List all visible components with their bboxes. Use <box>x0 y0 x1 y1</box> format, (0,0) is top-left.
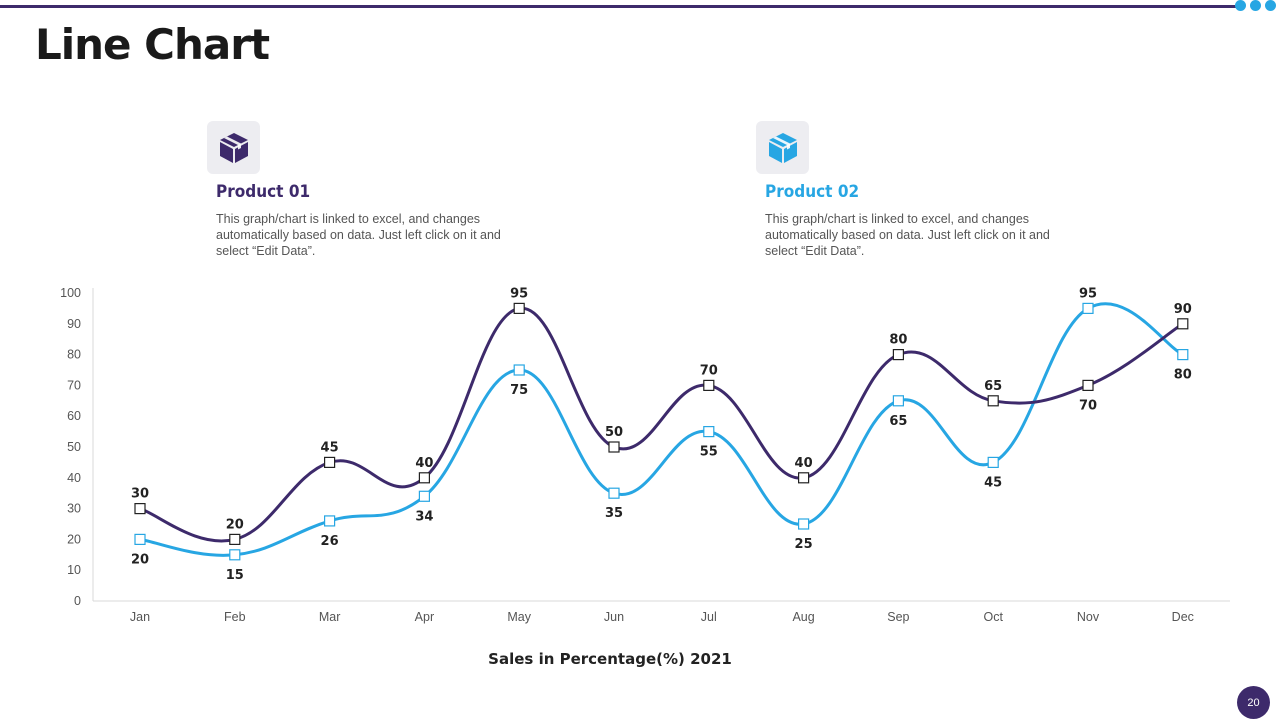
data-label-product-01: 90 <box>1174 302 1192 317</box>
dot-icon <box>1265 0 1276 11</box>
data-label-product-01: 30 <box>131 487 149 502</box>
data-label-product-02: 20 <box>131 552 149 567</box>
dot-icon <box>1250 0 1261 11</box>
line-chart: 0 10 20 30 40 50 60 70 80 90 100 Jan Feb Mar Apr May Jun… <box>60 286 1230 624</box>
x-tick-label: May <box>507 610 531 624</box>
data-point-product-01 <box>1177 318 1189 330</box>
data-label-product-02: 55 <box>700 445 718 460</box>
data-label-product-01: 80 <box>889 333 907 348</box>
x-tick-label: Nov <box>1077 610 1100 624</box>
y-tick-label: 30 <box>67 502 81 516</box>
y-tick-label: 10 <box>67 563 81 577</box>
x-tick-label: Jun <box>604 610 624 624</box>
y-tick-label: 90 <box>67 317 81 331</box>
y-tick-label: 20 <box>67 532 81 546</box>
data-label-product-02: 25 <box>795 537 813 552</box>
cube-icon <box>219 132 248 163</box>
product-02-title: Product 02 <box>765 182 860 202</box>
y-tick-label: 60 <box>67 409 81 423</box>
data-point-product-01 <box>703 379 715 392</box>
data-point-product-02 <box>418 490 430 502</box>
data-point-product-01 <box>513 302 525 315</box>
x-tick-label: Oct <box>983 610 1003 624</box>
x-axis-title: Sales in Percentage(%) 2021 <box>488 650 732 668</box>
data-label-product-02: 75 <box>510 383 528 398</box>
data-point-product-02 <box>1082 302 1094 315</box>
y-tick-label: 100 <box>60 286 81 300</box>
data-point-product-01 <box>892 348 905 361</box>
data-label-product-01: 45 <box>321 440 339 455</box>
data-label-product-01: 95 <box>510 286 528 301</box>
x-tick-label: Feb <box>224 610 246 624</box>
data-label-product-02: 35 <box>605 506 623 521</box>
product-01-title: Product 01 <box>216 182 311 202</box>
series-line-product-02 <box>139 302 1184 557</box>
page-title: Line Chart <box>35 20 270 69</box>
x-tick-label: Dec <box>1172 610 1194 624</box>
y-tick-label: 80 <box>67 348 81 362</box>
product-01-block: Product 01 This graph/chart is linked to… <box>207 121 507 259</box>
data-point-product-02 <box>797 518 810 530</box>
data-label-product-02: 15 <box>226 568 244 583</box>
x-tick-label: Apr <box>415 610 434 624</box>
data-label-product-01: 50 <box>605 425 623 440</box>
data-point-product-02 <box>324 515 336 527</box>
x-tick-label: Sep <box>887 610 909 624</box>
page-number-badge: 20 <box>1237 686 1270 719</box>
data-point-product-02 <box>608 487 620 499</box>
series-line-product-01 <box>139 306 1184 543</box>
data-point-product-02 <box>1177 348 1189 361</box>
data-label-product-01: 70 <box>1079 398 1097 413</box>
decorative-dots <box>1235 0 1276 11</box>
data-label-product-01: 40 <box>795 456 813 471</box>
data-point-product-02 <box>987 456 999 468</box>
data-point-product-02 <box>703 426 715 438</box>
cube-icon <box>768 132 797 163</box>
data-label-product-02: 95 <box>1079 286 1097 301</box>
x-tick-label: Jan <box>130 610 150 624</box>
data-point-product-02 <box>134 533 146 545</box>
data-label-product-02: 65 <box>889 414 907 429</box>
data-point-product-01 <box>987 395 999 407</box>
data-point-product-01 <box>324 456 336 468</box>
y-tick-label: 0 <box>74 594 81 608</box>
data-point-product-02 <box>229 549 241 561</box>
data-label-product-01: 70 <box>700 363 718 378</box>
top-accent-line <box>0 5 1236 8</box>
dot-icon <box>1235 0 1246 11</box>
y-tick-label: 50 <box>67 440 81 454</box>
data-label-product-01: 65 <box>984 379 1002 394</box>
data-label-product-02: 80 <box>1174 368 1192 383</box>
product-02-icon-box <box>756 121 809 174</box>
data-label-product-02: 26 <box>321 534 339 549</box>
product-01-icon-box <box>207 121 260 174</box>
x-tick-label: Mar <box>319 610 341 624</box>
product-02-block: Product 02 This graph/chart is linked to… <box>756 121 1056 259</box>
x-tick-label: Aug <box>792 610 814 624</box>
data-point-product-02 <box>892 395 905 407</box>
data-label-product-01: 20 <box>226 517 244 532</box>
data-label-product-02: 34 <box>415 509 433 524</box>
data-point-product-01 <box>608 441 620 453</box>
data-point-product-02 <box>513 364 525 376</box>
data-point-product-01 <box>134 503 146 515</box>
product-02-description: This graph/chart is linked to excel, and… <box>765 212 1050 258</box>
data-point-product-01 <box>1082 379 1094 392</box>
data-label-product-02: 45 <box>984 475 1002 490</box>
x-tick-label: Jul <box>701 610 717 624</box>
y-tick-label: 70 <box>67 378 81 392</box>
y-tick-label: 40 <box>67 471 81 485</box>
product-01-description: This graph/chart is linked to excel, and… <box>216 212 501 258</box>
data-label-product-01: 40 <box>415 456 433 471</box>
data-point-product-01 <box>797 472 810 484</box>
data-point-product-01 <box>418 472 430 484</box>
data-point-product-01 <box>229 533 241 545</box>
